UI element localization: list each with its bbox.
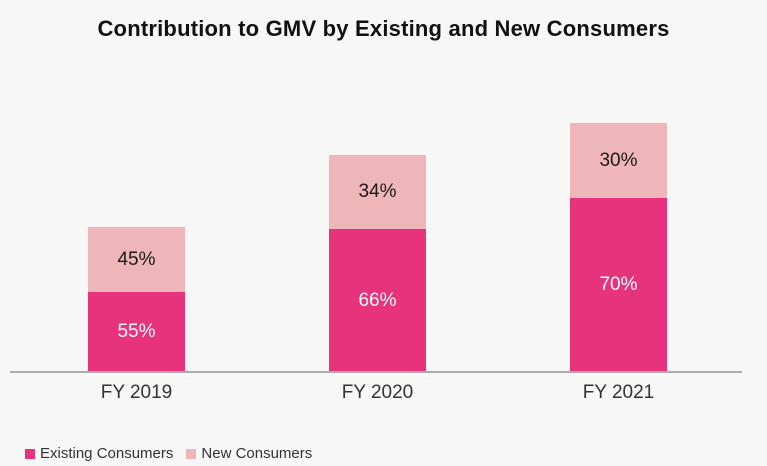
legend-label-existing: Existing Consumers <box>40 445 174 462</box>
legend-label-new: New Consumers <box>201 445 313 462</box>
bar-fy2020: 34% 66% FY 2020 <box>329 155 426 403</box>
legend-item-new-consumers: New Consumers <box>186 445 312 462</box>
legend-swatch-existing-icon <box>25 448 35 459</box>
legend-swatch-new-icon <box>186 448 197 459</box>
bar-segment-new-consumers: 34% <box>329 155 426 229</box>
legend: Existing Consumers New Consumers <box>25 445 312 462</box>
bar-segment-new-consumers: 30% <box>570 123 667 198</box>
bar-segment-existing-consumers: 70% <box>570 198 667 372</box>
legend-item-existing-consumers: Existing Consumers <box>25 445 173 462</box>
x-axis-label-fy2020: FY 2020 <box>341 382 414 403</box>
chart-title: Contribution to GMV by Existing and New … <box>97 16 670 41</box>
x-axis-label-fy2019: FY 2019 <box>100 382 173 403</box>
data-label-new: 45% <box>117 248 156 270</box>
data-label-new: 34% <box>358 181 397 202</box>
data-label-existing: 55% <box>117 321 156 342</box>
data-label-existing: 66% <box>358 289 397 311</box>
x-axis-line <box>10 371 742 373</box>
bar-fy2019: 45% 55% FY 2019 <box>88 227 185 403</box>
bar-segment-existing-consumers: 66% <box>329 229 426 372</box>
bar-segment-new-consumers: 45% <box>88 227 185 292</box>
bar-fy2021: 30% 70% FY 2021 <box>570 123 667 403</box>
x-axis-label-fy2021: FY 2021 <box>582 382 655 403</box>
bar-segment-existing-consumers: 55% <box>88 292 185 372</box>
data-label-existing: 70% <box>599 274 638 295</box>
data-label-new: 30% <box>599 149 638 171</box>
